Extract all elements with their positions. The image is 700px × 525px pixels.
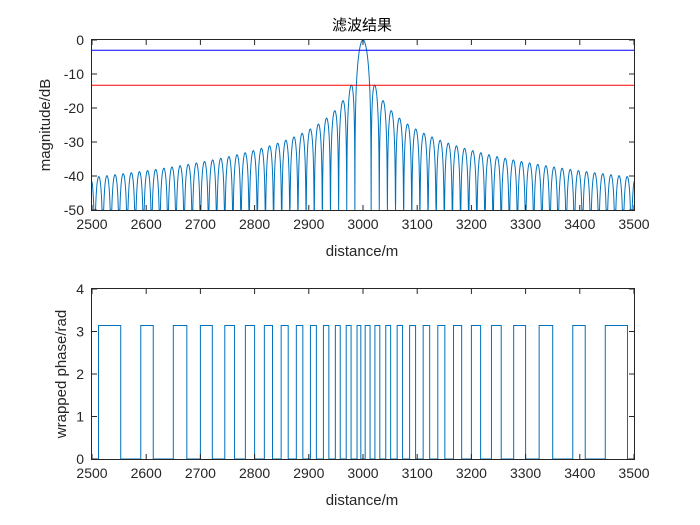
- phase-y-label: wrapped phase/rad: [53, 310, 70, 439]
- magnitude-x-label: distance/m: [326, 243, 399, 260]
- phase-y-tick-label: 0: [76, 451, 84, 467]
- phase-x-tick-label: 2700: [185, 465, 216, 481]
- phase-x-tick-label: 3300: [510, 465, 541, 481]
- magnitude-y-tick-label: -40: [64, 168, 84, 184]
- phase-x-tick-label: 3000: [347, 465, 378, 481]
- phase-y-tick-label: 4: [76, 281, 84, 297]
- magnitude-x-tick-label: 3300: [510, 216, 541, 232]
- magnitude-plot-area: [91, 39, 635, 211]
- magnitude-y-tick-label: -30: [64, 134, 84, 150]
- magnitude-x-tick-label: 2600: [131, 216, 162, 232]
- phase-y-tick-label: 3: [76, 324, 84, 340]
- magnitude-x-tick-label: 2500: [76, 216, 107, 232]
- magnitude-y-tick-label: -10: [64, 66, 84, 82]
- phase-x-tick-label: 2800: [239, 465, 270, 481]
- magnitude-x-tick-label: 3100: [402, 216, 433, 232]
- phase-y-tick-label: 1: [76, 409, 84, 425]
- magnitude-x-tick-label: 2900: [293, 216, 324, 232]
- magnitude-x-tick-label: 3500: [618, 216, 649, 232]
- magnitude-y-tick-label: 0: [76, 32, 84, 48]
- phase-x-tick-label: 3200: [456, 465, 487, 481]
- magnitude-y-tick-label: -50: [64, 202, 84, 218]
- magnitude-y-label: magnitude/dB: [37, 79, 54, 172]
- magnitude-x-tick-label: 3200: [456, 216, 487, 232]
- phase-x-label: distance/m: [326, 492, 399, 509]
- magnitude-x-tick-label: 3400: [564, 216, 595, 232]
- magnitude-ticks: 2500 2600 2700 2800 2900 3000 3100 3200 3300 3400…: [64, 32, 650, 232]
- phase-x-tick-label: 3100: [402, 465, 433, 481]
- phase-plot-area: [92, 324, 634, 460]
- magnitude-chart: 滤波结果 2500 2600 2700 2800 2900 3000 3100 3200 330…: [37, 16, 650, 260]
- phase-x-tick-label: 2500: [76, 465, 107, 481]
- phase-x-tick-label: 3400: [564, 465, 595, 481]
- magnitude-y-tick-label: -20: [64, 100, 84, 116]
- magnitude-x-tick-label: 3000: [347, 216, 378, 232]
- magnitude-x-tick-label: 2800: [239, 216, 270, 232]
- phase-chart: 2500 2600 2700 2800 2900 3000 3100 3200 3300 3400…: [53, 281, 650, 509]
- phase-y-tick-label: 2: [76, 366, 84, 382]
- magnitude-series-line: [91, 39, 635, 211]
- magnitude-x-tick-label: 2700: [185, 216, 216, 232]
- phase-ticks: 2500 2600 2700 2800 2900 3000 3100 3200 3300 3400…: [76, 281, 650, 481]
- phase-series-line: [92, 324, 634, 460]
- phase-x-tick-label: 2600: [131, 465, 162, 481]
- phase-axes-box: [91, 288, 635, 460]
- chart-title: 滤波结果: [332, 16, 392, 34]
- magnitude-axes-box: [91, 39, 635, 211]
- phase-x-tick-label: 3500: [618, 465, 649, 481]
- phase-x-tick-label: 2900: [293, 465, 324, 481]
